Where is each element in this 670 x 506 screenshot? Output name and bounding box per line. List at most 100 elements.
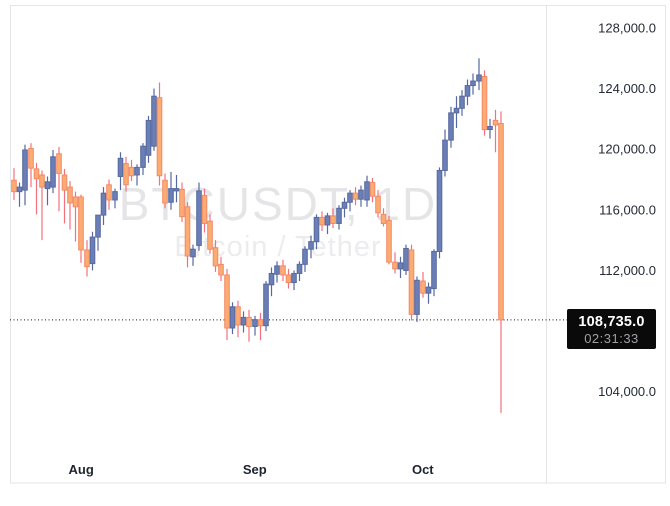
time-axis[interactable]: Aug Sep Oct	[69, 462, 435, 477]
candle	[229, 302, 236, 335]
candle	[436, 167, 443, 259]
candle-body	[319, 216, 325, 226]
candle	[134, 164, 140, 186]
candle	[375, 190, 381, 218]
candle-body	[431, 250, 437, 290]
candle	[347, 190, 353, 212]
candle	[308, 235, 314, 259]
candle	[453, 96, 460, 128]
candle	[95, 214, 101, 251]
candle	[448, 106, 454, 148]
candle	[319, 211, 325, 232]
last-price-value: 108,735.0	[578, 313, 645, 330]
candle-body	[420, 280, 426, 294]
candle	[39, 170, 45, 241]
candle	[414, 276, 420, 322]
candle-body	[190, 248, 196, 258]
candle	[498, 111, 504, 413]
candle	[179, 182, 185, 222]
candle	[168, 171, 174, 210]
candle	[487, 118, 493, 139]
candle-body	[313, 216, 320, 243]
candle-body	[364, 181, 370, 201]
candle-body	[235, 306, 241, 326]
candle-body	[453, 107, 460, 114]
candle-body	[229, 306, 236, 329]
candle	[336, 205, 342, 230]
candle	[196, 182, 202, 251]
candle	[218, 256, 224, 282]
candle	[274, 261, 280, 283]
candle	[50, 149, 56, 194]
candle	[364, 175, 370, 207]
candle-body	[498, 122, 504, 321]
candle-body	[380, 213, 387, 224]
price-axis[interactable]: 128,000.0 124,000.0 120,000.0 116,000.0 112,…	[598, 21, 656, 400]
candle-body	[436, 169, 443, 252]
candle-body	[392, 261, 398, 270]
candle-body	[470, 80, 476, 87]
candle	[268, 267, 275, 297]
candle-body	[89, 236, 96, 265]
candle-body	[61, 174, 68, 191]
candle-body	[302, 248, 308, 265]
candle	[431, 249, 437, 297]
candle	[212, 240, 219, 272]
last-price-badge: 108,735.0 02:31:33	[567, 309, 656, 349]
candle-body	[100, 192, 107, 216]
candle	[22, 144, 28, 206]
candle	[173, 174, 180, 203]
candle	[184, 202, 191, 268]
candle-body	[487, 125, 493, 131]
candle-body	[352, 192, 359, 200]
candle-body	[425, 286, 432, 294]
candle	[252, 315, 258, 336]
time-axis-label: Sep	[243, 462, 267, 477]
candle-body	[464, 85, 471, 97]
candle-body	[151, 95, 157, 147]
candle-body	[341, 201, 348, 209]
candle	[425, 282, 432, 304]
candle	[140, 143, 146, 175]
candle-body	[408, 249, 415, 315]
candle	[403, 244, 409, 275]
candle	[341, 197, 348, 218]
candle-body	[67, 186, 73, 204]
candle	[459, 90, 465, 116]
candle	[78, 194, 84, 263]
candles-series	[11, 58, 504, 413]
candle	[246, 309, 252, 342]
candle	[369, 178, 376, 203]
candle-body	[134, 166, 140, 176]
candle	[313, 214, 320, 250]
candle	[33, 162, 40, 215]
candle-body	[218, 263, 224, 276]
candle	[224, 268, 230, 341]
candle-body	[347, 192, 353, 203]
candle	[128, 159, 135, 182]
candle-body	[336, 207, 342, 224]
candle-body	[123, 163, 129, 186]
plot-border	[10, 5, 666, 484]
candle-body	[162, 179, 168, 204]
candle-body	[448, 112, 454, 141]
candle-body	[84, 249, 90, 268]
candle-body	[397, 262, 404, 270]
candle-body	[246, 316, 252, 327]
candle	[235, 300, 241, 338]
candle	[285, 268, 292, 289]
candle-body	[78, 196, 84, 251]
candle	[84, 240, 90, 277]
candle	[263, 281, 269, 332]
price-axis-label: 128,000.0	[598, 21, 656, 36]
candle-body	[145, 119, 152, 156]
candle-body	[257, 319, 264, 327]
candle	[257, 312, 264, 341]
candle-body	[72, 196, 79, 208]
candle-body	[11, 179, 17, 193]
candle	[476, 58, 482, 91]
candle	[44, 176, 51, 206]
candle-body	[156, 97, 163, 177]
